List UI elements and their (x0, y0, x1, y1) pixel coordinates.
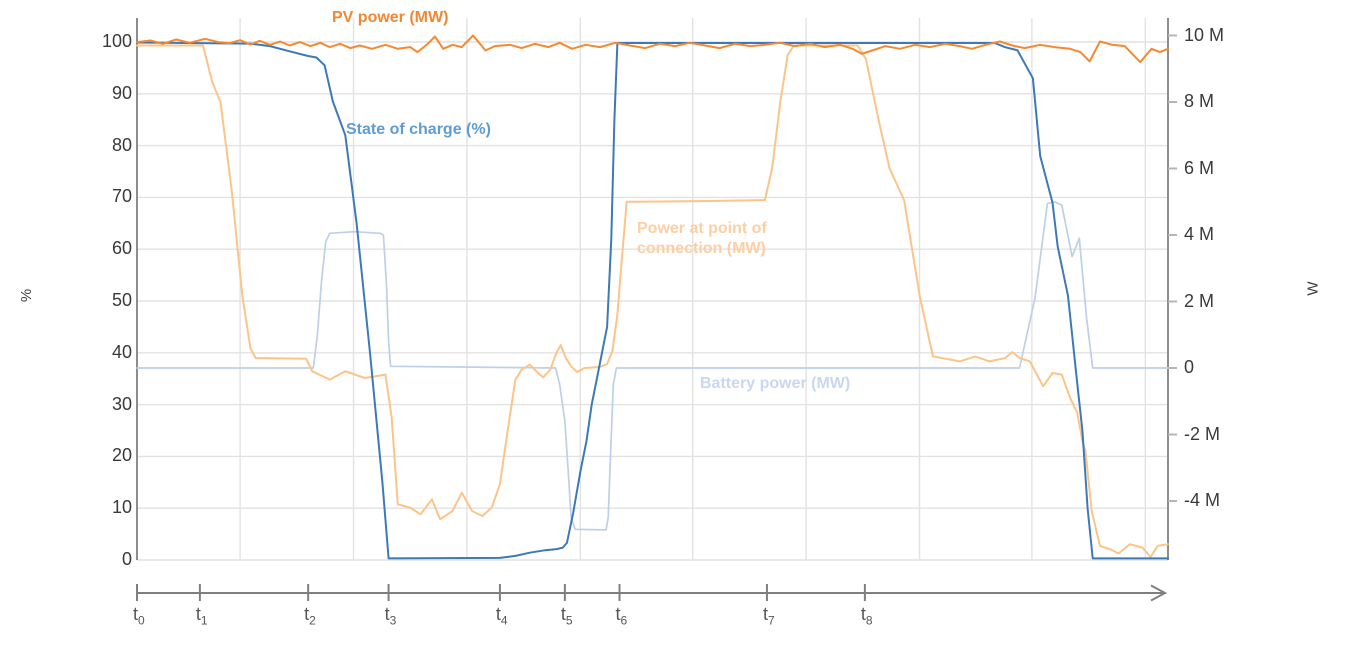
left-axis-title: % (18, 288, 36, 303)
left-axis-tick-label: 20 (111, 445, 132, 466)
series-label-power-at-point-of-connection-mw: Power at point of connection (MW) (637, 220, 767, 257)
left-axis-tick-label: 40 (111, 341, 132, 362)
left-axis-tick-label: 30 (111, 393, 132, 414)
right-axis-tick-label: -2 M (1184, 423, 1220, 444)
x-axis-arrowhead (1150, 584, 1168, 602)
x-axis-tick-label: t1 (195, 604, 208, 628)
left-axis-tick-label: 80 (111, 134, 132, 155)
x-axis-tick-label: t7 (762, 604, 775, 628)
right-axis-tick-label: 6 M (1184, 157, 1215, 178)
right-axis-tick-label: 4 M (1184, 224, 1215, 244)
left-axis-tick-label: 90 (111, 82, 132, 103)
x-axis-tick-label: t5 (560, 604, 573, 628)
x-axis-tick-label: t3 (384, 604, 397, 628)
x-axis-tick-label: t4 (495, 604, 508, 628)
right-axis-title: W (1304, 281, 1322, 296)
series-line-power-at-point-of-connection-mw (136, 44, 1169, 558)
right-axis-tick-label: 10 M (1184, 24, 1225, 45)
left-axis-tick-label: 10 (111, 497, 132, 518)
series-label-state-of-charge: State of charge (%) (346, 121, 491, 138)
left-axis-tick-label: 100 (101, 31, 132, 51)
series-label-pv-power-mw: PV power (MW) (332, 9, 449, 26)
x-axis-tick-label: t0 (133, 604, 145, 628)
right-axis-tick-label: 2 M (1184, 290, 1215, 311)
left-axis-tick-label: 70 (111, 186, 132, 207)
series-line-state-of-charge (136, 41, 1169, 560)
x-axis-tick-label: t6 (615, 604, 628, 628)
left-axis-tick-label: 50 (111, 290, 132, 310)
right-axis-tick-label: 8 M (1184, 91, 1215, 111)
right-axis-tick-label: 0 (1184, 357, 1195, 377)
right-axis-tick-label: -4 M (1184, 490, 1220, 510)
left-axis-tick-label: 60 (111, 238, 132, 259)
series-label-battery-power-mw: Battery power (MW) (700, 375, 851, 392)
left-axis-tick-label: 0 (121, 549, 132, 569)
x-axis-tick-label: t2 (304, 604, 316, 628)
series-line-pv-power-mw (136, 34, 1169, 64)
x-axis-tick-label: t8 (860, 604, 873, 628)
series-line-battery-power-mw (136, 200, 1169, 531)
